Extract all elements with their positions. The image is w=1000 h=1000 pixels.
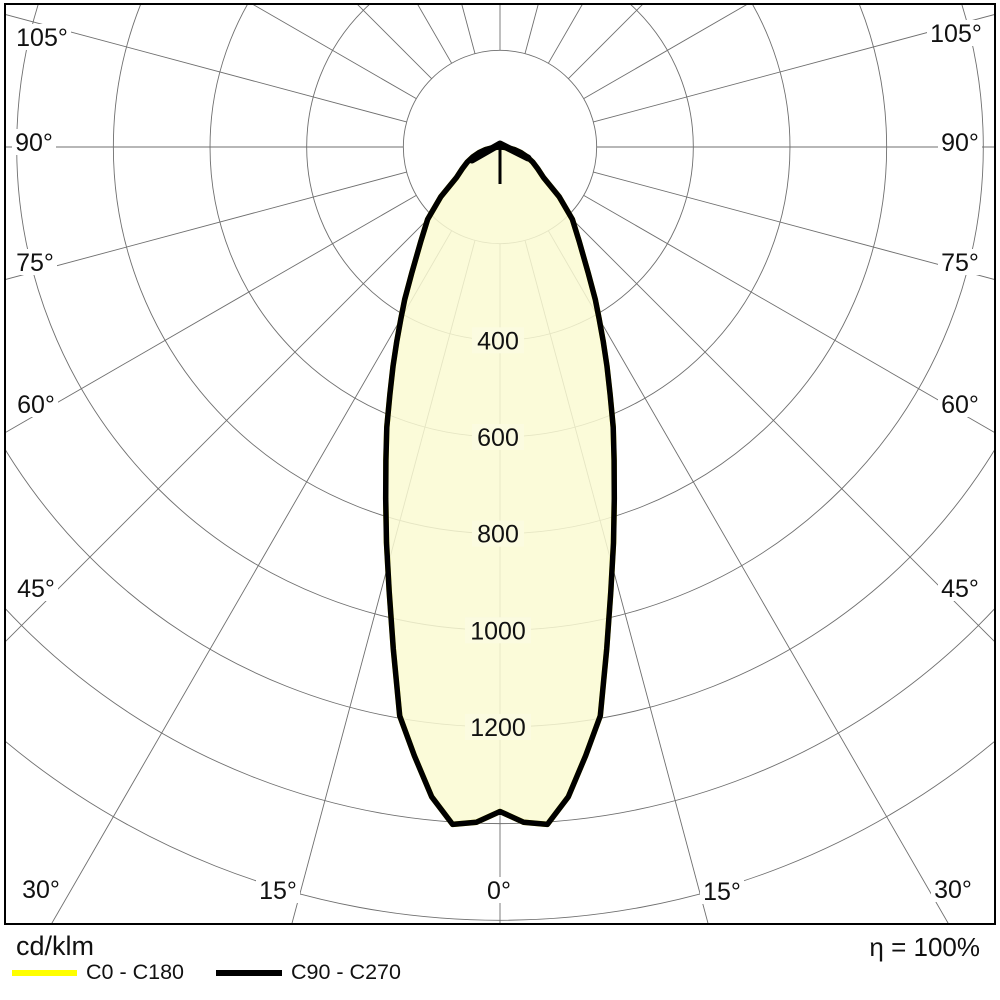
legend-label-c0-c180: C0 - C180	[86, 960, 184, 984]
svg-text:30°: 30°	[22, 876, 60, 904]
legend-swatch-c90-c270-icon	[216, 969, 282, 976]
svg-text:15°: 15°	[259, 877, 297, 905]
svg-text:60°: 60°	[17, 391, 55, 419]
svg-text:30°: 30°	[934, 876, 972, 904]
svg-text:45°: 45°	[17, 575, 55, 603]
efficiency-label: η = 100%	[869, 932, 980, 962]
legend-item-c0-c180: C0 - C180	[12, 960, 184, 984]
svg-text:60°: 60°	[941, 391, 979, 419]
svg-text:105°: 105°	[930, 20, 982, 48]
svg-text:105°: 105°	[16, 24, 68, 52]
svg-text:1200: 1200	[470, 714, 526, 742]
svg-text:45°: 45°	[941, 575, 979, 603]
svg-text:400: 400	[477, 327, 519, 355]
legend: C0 - C180 C90 - C270	[12, 960, 401, 984]
svg-text:75°: 75°	[16, 249, 54, 277]
svg-text:15°: 15°	[703, 878, 741, 906]
svg-text:600: 600	[477, 424, 519, 452]
svg-text:0°: 0°	[487, 877, 511, 905]
svg-text:800: 800	[477, 521, 519, 549]
legend-item-c90-c270: C90 - C270	[216, 960, 401, 984]
legend-swatch-c0-c180-icon	[12, 969, 77, 976]
svg-text:90°: 90°	[15, 129, 53, 157]
units-label: cd/klm	[16, 931, 95, 961]
svg-text:75°: 75°	[941, 249, 979, 277]
legend-label-c90-c270: C90 - C270	[291, 960, 401, 984]
svg-text:1000: 1000	[470, 617, 526, 645]
svg-text:90°: 90°	[941, 129, 979, 157]
